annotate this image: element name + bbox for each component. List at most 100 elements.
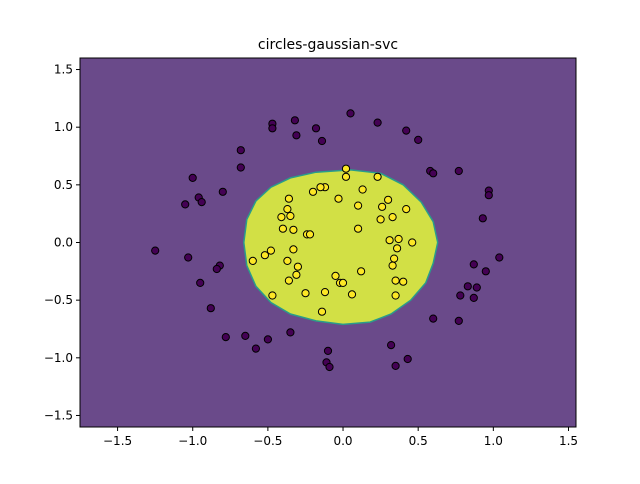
data-point-class-0	[181, 200, 190, 209]
data-point-class-1	[393, 244, 402, 253]
data-point-class-1	[354, 224, 363, 233]
data-point-class-1	[391, 291, 400, 300]
data-point-class-1	[316, 183, 325, 192]
data-point-class-0	[263, 335, 272, 344]
data-point-class-0	[463, 282, 472, 291]
data-point-class-1	[378, 202, 387, 211]
data-point-class-0	[188, 173, 197, 182]
data-point-class-1	[289, 245, 298, 254]
data-point-class-0	[241, 331, 250, 340]
data-point-class-1	[347, 290, 357, 299]
data-point-class-1	[354, 201, 363, 210]
data-point-class-1	[260, 251, 269, 260]
data-point-class-1	[278, 224, 287, 233]
data-point-class-0	[469, 293, 478, 302]
plot-area	[80, 58, 576, 427]
data-point-class-1	[292, 270, 301, 279]
data-point-class-0	[317, 136, 327, 146]
data-point-class-0	[387, 341, 396, 350]
data-point-class-0	[469, 260, 478, 269]
x-tick-label: 0.0	[333, 434, 352, 448]
data-point-class-0	[286, 328, 295, 337]
y-tick-label: −0.5	[44, 293, 73, 307]
data-point-class-1	[391, 276, 400, 285]
data-point-class-0	[197, 198, 206, 207]
data-point-class-0	[151, 246, 160, 255]
data-point-class-0	[184, 253, 193, 262]
data-point-class-1	[289, 225, 298, 234]
data-point-class-0	[402, 126, 411, 135]
data-point-class-1	[305, 230, 315, 239]
data-point-class-1	[358, 185, 367, 194]
decision-region-class-1	[243, 169, 439, 326]
data-point-class-0	[481, 267, 490, 276]
data-point-class-0	[311, 124, 321, 133]
data-point-class-1	[399, 277, 408, 286]
data-point-class-1	[284, 276, 293, 285]
data-point-class-1	[284, 194, 293, 203]
x-tick-label: 1.5	[559, 434, 578, 448]
data-point-class-1	[384, 195, 393, 204]
data-point-class-0	[472, 283, 481, 292]
data-point-class-1	[293, 262, 302, 271]
data-point-class-1	[317, 307, 327, 316]
data-point-class-1	[301, 289, 310, 298]
data-point-class-1	[385, 236, 394, 245]
data-point-class-0	[478, 214, 487, 223]
data-point-class-0	[429, 169, 438, 178]
data-point-class-0	[346, 109, 355, 118]
data-point-class-1	[283, 256, 292, 265]
x-tick-label: −1.0	[178, 434, 207, 448]
data-point-class-0	[454, 316, 463, 325]
data-point-class-0	[414, 135, 423, 144]
y-tick-label: −1.0	[44, 351, 73, 365]
data-point-class-1	[408, 238, 417, 247]
x-tick-label: −0.5	[253, 434, 282, 448]
data-point-class-0	[236, 163, 245, 172]
data-point-class-1	[341, 164, 351, 173]
data-point-class-1	[268, 291, 277, 300]
data-point-class-0	[454, 166, 463, 176]
y-tick-label: 1.0	[54, 120, 73, 134]
x-tick-label: 1.0	[484, 434, 503, 448]
data-point-class-0	[251, 344, 260, 353]
data-point-class-1	[334, 194, 343, 203]
data-point-class-1	[308, 187, 318, 196]
data-point-class-0	[403, 354, 412, 364]
data-point-class-0	[456, 291, 465, 300]
data-point-class-1	[338, 278, 348, 287]
data-point-class-0	[323, 346, 333, 355]
data-point-class-1	[388, 213, 397, 222]
data-point-class-0	[212, 264, 221, 274]
data-point-class-1	[357, 267, 366, 276]
data-point-class-0	[218, 187, 227, 196]
data-point-class-1	[341, 172, 351, 181]
data-point-class-0	[206, 304, 215, 313]
data-point-class-1	[388, 261, 397, 270]
x-tick-label: −1.5	[103, 434, 132, 448]
y-tick-label: 0.5	[54, 178, 73, 192]
data-point-class-0	[290, 116, 299, 125]
data-point-class-1	[390, 254, 399, 263]
data-point-class-1	[266, 246, 275, 255]
data-point-class-0	[484, 191, 493, 200]
data-point-class-0	[391, 361, 400, 370]
y-tick-label: 0.0	[54, 236, 73, 250]
data-point-class-0	[236, 146, 245, 155]
data-point-class-1	[331, 271, 340, 280]
data-point-class-1	[373, 172, 382, 181]
data-point-class-0	[268, 124, 277, 133]
y-tick-label: 1.5	[54, 63, 73, 77]
x-tick-label: 0.5	[409, 434, 428, 448]
data-point-class-1	[394, 234, 403, 244]
axes: −1.5 −1.0 −0.5 0.0 0.5 1.0 1.5 −1.5 −1.0 −0.5 0.0 0…	[44, 57, 578, 448]
chart-title: circles-gaussian-svc	[258, 37, 398, 53]
data-point-class-0	[495, 253, 504, 262]
data-point-class-0	[196, 278, 205, 287]
data-point-class-1	[248, 256, 257, 265]
data-point-class-1	[286, 211, 295, 221]
data-point-class-1	[277, 213, 286, 222]
data-point-class-1	[320, 288, 330, 297]
data-point-class-0	[429, 314, 438, 323]
